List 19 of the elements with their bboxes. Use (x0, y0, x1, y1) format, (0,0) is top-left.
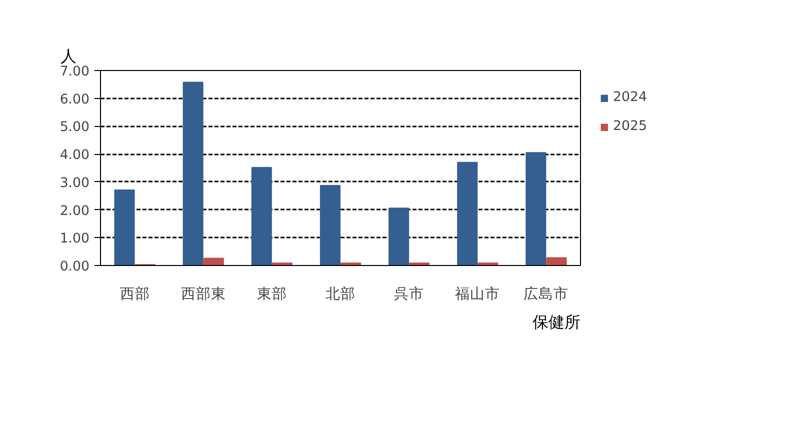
y-tick-label: 5.00 (60, 120, 90, 136)
y-tick-label: 1.00 (60, 232, 90, 247)
x-axis-title: 保健所 (532, 312, 580, 332)
legend-label: 2024 (613, 90, 647, 105)
x-tick-label: 東部 (256, 286, 287, 302)
x-tick-label: 呉市 (394, 286, 424, 302)
x-tick-label: 広島市 (524, 286, 569, 302)
y-tick-label: 4.00 (60, 148, 90, 164)
y-tick-label: 6.00 (60, 92, 90, 108)
y-tick-label: 2.00 (60, 204, 90, 219)
y-axis-title: 人 (60, 46, 76, 66)
x-tick-label: 西部東 (180, 286, 226, 302)
y-tick-label: 7.00 (60, 64, 90, 80)
x-tick-label: 北部 (326, 286, 356, 302)
y-tick-label: 0.00 (60, 260, 90, 274)
x-tick-label: 西部 (120, 286, 150, 302)
legend-label: 2025 (613, 119, 647, 134)
y-tick-label: 3.00 (60, 176, 90, 191)
x-tick-label: 福山市 (455, 286, 500, 302)
